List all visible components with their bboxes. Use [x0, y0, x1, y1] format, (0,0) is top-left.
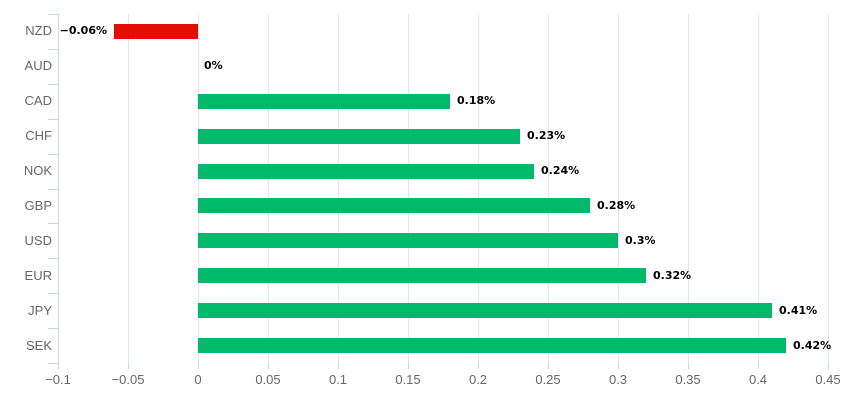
category-label-jpy: JPY — [28, 302, 52, 318]
gridline — [268, 14, 269, 363]
bar-value-label-gbp: 0.28% — [597, 198, 636, 212]
x-axis-tick — [268, 363, 269, 369]
x-axis-tick — [128, 363, 129, 369]
y-axis-tick — [48, 188, 58, 190]
x-axis-tick-label: 0.1 — [328, 372, 348, 387]
bar-cad — [198, 93, 450, 109]
x-axis-tick-label: 0.2 — [468, 372, 488, 387]
y-axis-tick — [48, 328, 58, 330]
gridline — [198, 14, 199, 363]
category-label-aud: AUD — [24, 58, 52, 74]
category-label-nok: NOK — [23, 163, 52, 179]
category-label-cad: CAD — [24, 93, 52, 109]
y-axis-tick — [48, 153, 58, 155]
bar-value-label-cad: 0.18% — [457, 94, 496, 108]
gridline — [338, 14, 339, 363]
bar-value-label-eur: 0.32% — [653, 268, 692, 282]
y-axis-tick — [48, 293, 58, 295]
y-axis-line — [58, 14, 59, 363]
category-label-eur: EUR — [24, 267, 52, 283]
bar-usd — [198, 233, 618, 249]
bar-eur — [198, 268, 646, 284]
x-axis-tick-label: −0.05 — [111, 372, 145, 387]
category-label-gbp: GBP — [24, 197, 52, 213]
gridline — [688, 14, 689, 363]
x-axis-tick-label: 0.35 — [675, 372, 701, 387]
x-axis-tick-label: 0.4 — [748, 372, 768, 387]
bar-value-label-aud: 0% — [204, 59, 223, 73]
x-axis-tick — [408, 363, 409, 369]
bar-value-label-jpy: 0.41% — [779, 303, 818, 317]
x-axis-tick-label: 0.25 — [535, 372, 561, 387]
gridline — [408, 14, 409, 363]
x-axis-tick-label: 0.3 — [608, 372, 628, 387]
bar-value-label-nok: 0.24% — [541, 164, 580, 178]
y-axis-tick — [48, 83, 58, 85]
x-axis-tick-label: 0.45 — [815, 372, 841, 387]
x-axis-tick — [618, 363, 619, 369]
category-label-nzd: NZD — [25, 23, 52, 39]
bar-jpy — [198, 303, 772, 319]
bar-value-label-nzd: −0.06% — [59, 24, 107, 38]
x-axis-tick — [58, 363, 59, 369]
bar-sek — [198, 338, 786, 354]
y-axis-tick — [48, 14, 58, 15]
bar-value-label-usd: 0.3% — [625, 233, 656, 247]
bar-value-label-chf: 0.23% — [527, 129, 566, 143]
y-axis-tick — [48, 118, 58, 120]
category-label-chf: CHF — [25, 128, 52, 144]
bar-chf — [198, 128, 520, 144]
x-axis-tick — [828, 363, 829, 369]
y-axis-tick — [48, 363, 58, 364]
bar-value-label-sek: 0.42% — [793, 338, 832, 352]
gridline — [828, 14, 829, 363]
x-axis-tick — [688, 363, 689, 369]
gridline — [128, 14, 129, 363]
category-label-usd: USD — [24, 232, 52, 248]
gridline — [758, 14, 759, 363]
gridline — [618, 14, 619, 363]
bar-nok — [198, 163, 534, 179]
bar-gbp — [198, 198, 590, 214]
bar-nzd — [114, 23, 198, 39]
x-axis-tick-label: 0 — [194, 372, 202, 387]
y-axis-tick — [48, 223, 58, 225]
gridline — [548, 14, 549, 363]
x-axis-tick-label: 0.05 — [255, 372, 281, 387]
x-axis-tick — [548, 363, 549, 369]
x-axis-tick-label: 0.15 — [395, 372, 421, 387]
y-axis-tick — [48, 48, 58, 50]
x-axis-tick — [338, 363, 339, 369]
category-label-sek: SEK — [25, 337, 52, 353]
x-axis-tick-label: −0.1 — [45, 372, 71, 387]
x-axis-tick — [478, 363, 479, 369]
gridline — [478, 14, 479, 363]
x-axis-tick — [198, 363, 199, 369]
x-axis-tick — [758, 363, 759, 369]
y-axis-tick — [48, 258, 58, 260]
